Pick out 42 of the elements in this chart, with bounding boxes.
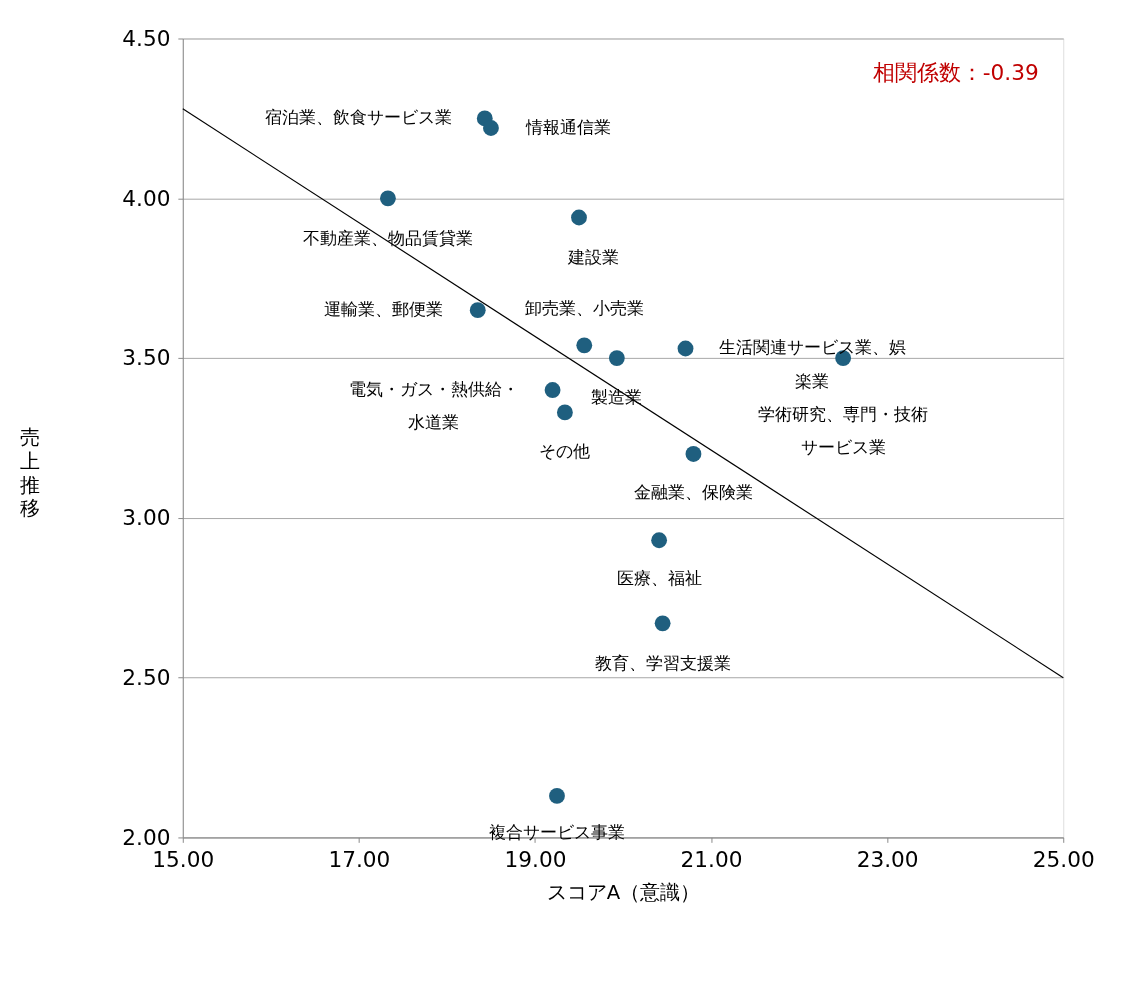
point — [576, 337, 593, 354]
point — [544, 382, 561, 398]
annotation: 電気・ガス・熱供給・水道業 — [348, 378, 519, 433]
x-axis-title: スコアA（意識） — [546, 880, 701, 904]
annotation: 建設業 — [567, 246, 620, 267]
annotation: 医療、福祉 — [616, 568, 702, 589]
point — [677, 340, 694, 357]
y-tick-label: 4.50 — [122, 25, 171, 51]
annotation: 宿泊業、飲食サービス業 — [265, 107, 453, 128]
annotation: 運輸業、郵便業 — [323, 299, 443, 320]
x-tick-label: 15.00 — [152, 847, 215, 873]
x-tick-label: 23.00 — [856, 847, 919, 873]
annotation: その他 — [539, 440, 591, 461]
y-axis-title: 売上推移 — [19, 426, 40, 521]
x-tick-label: 17.00 — [328, 847, 391, 873]
point — [483, 120, 499, 136]
point — [654, 615, 671, 632]
y-tick-label: 3.00 — [122, 505, 171, 531]
y-tick-label: 2.00 — [122, 824, 171, 850]
x-tick-label: 19.00 — [504, 847, 567, 873]
annotation: 教育、学習支援業 — [594, 652, 731, 673]
y-tick-label: 2.50 — [122, 665, 171, 691]
annotation: 生活関連サービス業、娯楽業 — [718, 337, 906, 391]
annotation: 情報通信業 — [525, 116, 612, 137]
point — [556, 404, 573, 421]
point — [469, 302, 486, 319]
annotation: 学術研究、専門・技術サービス業 — [758, 403, 929, 458]
point — [549, 787, 565, 804]
y-tick-label: 4.00 — [122, 185, 171, 211]
point — [380, 190, 396, 207]
annotation: 複合サービス事業 — [488, 822, 625, 843]
annotation: 不動産業、物品賃貸業 — [302, 227, 473, 248]
x-tick-label: 25.00 — [1032, 847, 1095, 873]
y-tick-label: 3.50 — [122, 345, 171, 371]
point — [685, 446, 702, 462]
annotation: 金融業、保険業 — [633, 482, 753, 503]
point — [571, 209, 587, 226]
x-tick-label: 21.00 — [680, 847, 743, 873]
point — [608, 350, 625, 366]
annotation: 卸売業、小売業 — [524, 297, 644, 318]
annotation: 相関係数：-0.39 — [872, 59, 1039, 85]
point — [651, 532, 668, 549]
